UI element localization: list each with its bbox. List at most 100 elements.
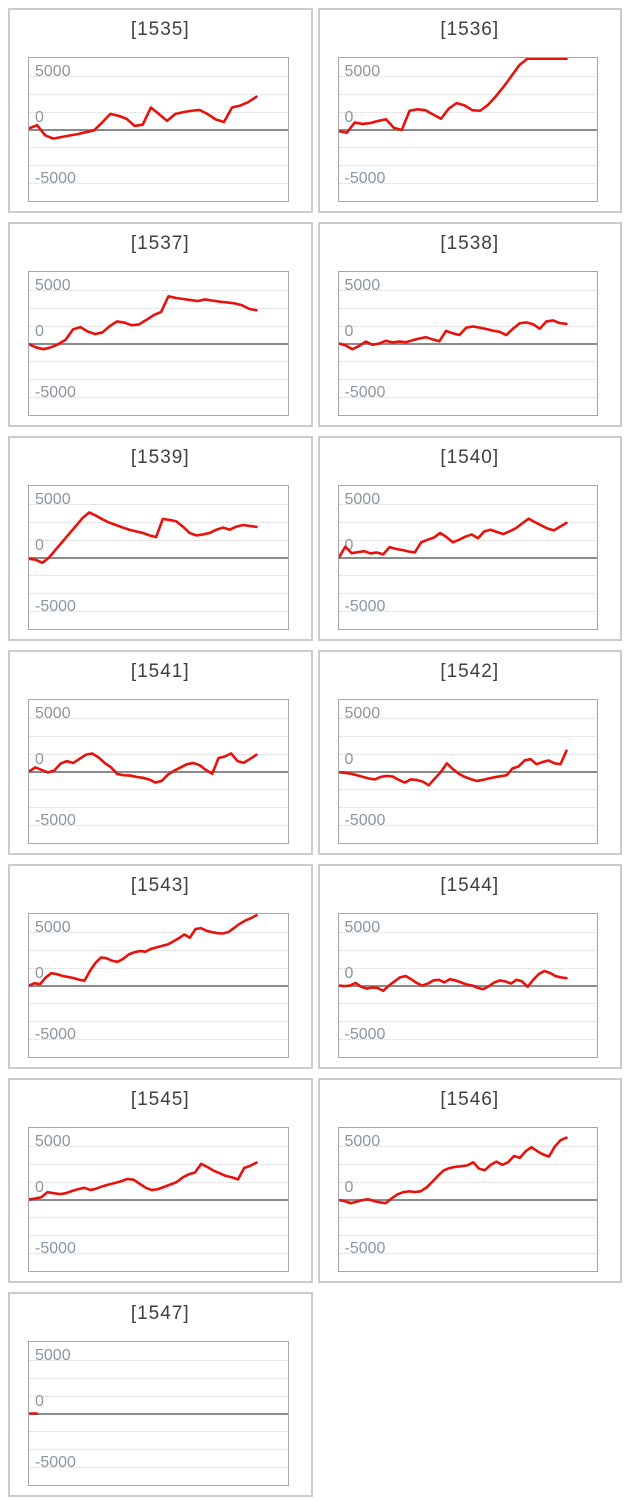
gridline (29, 1449, 288, 1451)
zero-axis-line (29, 128, 288, 131)
gridline (338, 165, 597, 167)
line-series (29, 486, 288, 629)
chart-title: [1537] (130, 233, 190, 254)
gridline (29, 1181, 288, 1183)
gridline (29, 789, 288, 791)
y-tick-neg5000: -5000 (344, 170, 386, 188)
gridline (338, 593, 597, 595)
zero-axis-line (29, 1412, 288, 1415)
gridline (29, 949, 288, 951)
chart-title: [1544] (440, 875, 500, 896)
series-polyline (339, 971, 566, 991)
gridline (29, 1039, 288, 1041)
chart-card: [1535] 5000 0 -5000 (8, 8, 313, 213)
gridline (338, 575, 597, 577)
chart-card: [1538] 5000 0 -5000 (317, 222, 622, 427)
line-series (339, 272, 598, 415)
chart-card: [1539] 5000 0 -5000 (8, 436, 313, 641)
series-polyline (29, 97, 256, 139)
chart-card: [1536] 5000 0 -5000 (317, 8, 622, 213)
gridline (29, 967, 288, 969)
line-series (29, 58, 288, 201)
chart-card: [1540] 5000 0 -5000 (317, 436, 622, 641)
plot-area: 5000 0 -5000 (28, 1341, 289, 1486)
plot-area: 5000 0 -5000 (337, 271, 598, 416)
chart-title: [1535] (130, 19, 190, 40)
y-tick-0: 0 (35, 750, 44, 768)
zero-axis-line (338, 1198, 597, 1201)
y-tick-5000: 5000 (344, 62, 381, 80)
gridline (338, 611, 597, 613)
gridline (29, 1431, 288, 1433)
series-polyline (29, 915, 256, 985)
y-tick-5000: 5000 (344, 704, 381, 722)
gridline (29, 717, 288, 719)
line-series (29, 272, 288, 415)
chart-card: [1542] 5000 0 -5000 (317, 650, 622, 855)
line-series (339, 700, 598, 843)
plot-area: 5000 0 -5000 (28, 485, 289, 630)
gridline (338, 75, 597, 77)
gridline (338, 1235, 597, 1237)
line-series (29, 914, 288, 1057)
series-polyline (339, 320, 566, 349)
gridline (29, 1145, 288, 1147)
y-tick-5000: 5000 (344, 490, 381, 508)
series-polyline (339, 519, 566, 558)
line-series (339, 1128, 598, 1271)
gridline (338, 379, 597, 381)
gridline (338, 1145, 597, 1147)
y-tick-neg5000: -5000 (344, 1026, 386, 1044)
y-tick-5000: 5000 (35, 1346, 71, 1364)
gridline (29, 593, 288, 595)
line-series (29, 1128, 288, 1271)
gridline (29, 1163, 288, 1165)
gridline (338, 503, 597, 505)
chart-card: [1544] 5000 0 -5000 (317, 864, 622, 1069)
plot-area: 5000 0 -5000 (28, 1127, 289, 1272)
plot-area: 5000 0 -5000 (337, 485, 598, 630)
gridline (29, 361, 288, 363)
series-polyline (29, 512, 256, 562)
gridline (338, 397, 597, 399)
y-tick-5000: 5000 (344, 1132, 381, 1150)
line-series (29, 1342, 288, 1485)
chart-title: [1539] (130, 447, 190, 468)
y-tick-5000: 5000 (35, 704, 71, 722)
gridline (338, 307, 597, 309)
gridline (338, 1217, 597, 1219)
zero-axis-line (29, 1198, 288, 1201)
gridline (29, 503, 288, 505)
zero-axis-line (338, 128, 597, 131)
gridline (338, 521, 597, 523)
zero-axis-line (29, 342, 288, 345)
gridline (29, 539, 288, 541)
plot-area: 5000 0 -5000 (337, 699, 598, 844)
chart-card: [1537] 5000 0 -5000 (8, 222, 313, 427)
gridline (29, 1377, 288, 1379)
y-tick-5000: 5000 (35, 276, 71, 294)
gridline (29, 521, 288, 523)
gridline (29, 1217, 288, 1219)
gridline (29, 575, 288, 577)
y-tick-neg5000: -5000 (35, 1026, 76, 1044)
zero-axis-line (338, 556, 597, 559)
gridline (338, 361, 597, 363)
y-tick-neg5000: -5000 (35, 170, 76, 188)
y-tick-5000: 5000 (35, 918, 71, 936)
zero-axis-line (338, 342, 597, 345)
y-tick-5000: 5000 (35, 490, 71, 508)
chart-title: [1541] (130, 661, 190, 682)
gridline (338, 735, 597, 737)
gridline (338, 825, 597, 827)
line-series (29, 700, 288, 843)
gridline (338, 1003, 597, 1005)
chart-card: [1545] 5000 0 -5000 (8, 1078, 313, 1283)
gridline (29, 1235, 288, 1237)
y-tick-neg5000: -5000 (344, 812, 386, 830)
line-series (339, 58, 598, 201)
plot-area: 5000 0 -5000 (28, 913, 289, 1058)
chart-card: [1543] 5000 0 -5000 (8, 864, 313, 1069)
gridline (29, 183, 288, 185)
series-polyline (339, 59, 566, 133)
